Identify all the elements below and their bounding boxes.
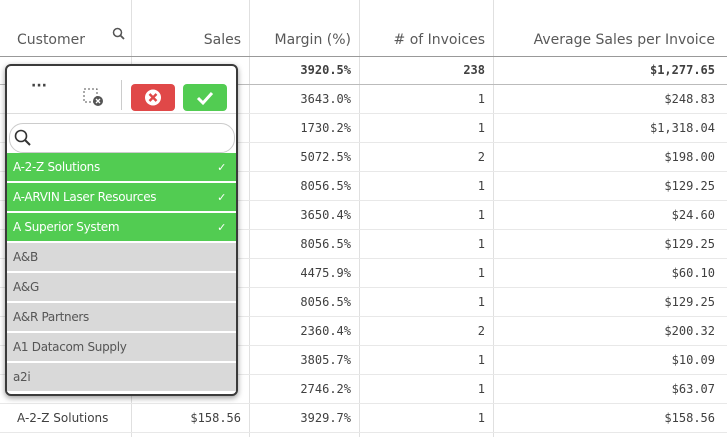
row-divider: [0, 432, 727, 433]
cell: $1,318.04: [649, 121, 715, 135]
column-header[interactable]: Customer: [17, 32, 86, 48]
total-margin: 3920.5%: [300, 63, 351, 77]
total-invoices: 238: [463, 63, 485, 77]
cell: 8056.5%: [300, 237, 351, 251]
list-item[interactable]: A-ARVIN Laser Resources ✓: [7, 183, 236, 212]
cell: 1: [477, 353, 485, 367]
cell: 2360.4%: [300, 324, 351, 338]
cell: 1: [477, 92, 485, 106]
cell: 1: [477, 121, 485, 135]
cancel-button[interactable]: [131, 84, 175, 111]
cell: 2746.2%: [300, 382, 351, 396]
list-item[interactable]: A1 Datacom Supply: [7, 333, 236, 362]
cell: $158.56: [190, 411, 241, 425]
cell: 3805.7%: [300, 353, 351, 367]
total-avg: $1,277.65: [649, 63, 715, 77]
cell: 2: [477, 150, 485, 164]
column-header[interactable]: Sales: [203, 32, 241, 48]
item-label: A&R Partners: [13, 310, 89, 324]
list-item[interactable]: A&R Partners: [7, 303, 236, 332]
cell: 4475.9%: [300, 266, 351, 280]
check-mark: ✓: [217, 161, 226, 174]
column-divider: [493, 0, 494, 437]
totals-divider: [0, 84, 727, 85]
selection-popover: ··· A-2-Z Solutions ✓ A-ARVIN Laser Resour…: [5, 64, 238, 396]
cell: 3650.4%: [300, 208, 351, 222]
column-header[interactable]: # of Invoices: [393, 32, 485, 48]
row-divider: [0, 345, 727, 346]
separator: [121, 80, 122, 110]
search-box[interactable]: [9, 123, 235, 153]
row-divider: [0, 113, 727, 114]
list-item[interactable]: A Superior System ✓: [7, 213, 236, 242]
cell: 1: [477, 237, 485, 251]
cell: 1730.2%: [300, 121, 351, 135]
value-list: A-2-Z Solutions ✓ A-ARVIN Laser Resources ✓…: [7, 153, 236, 394]
row-divider: [0, 258, 727, 259]
cell: A-2-Z Solutions: [17, 411, 109, 425]
cell: $60.10: [671, 266, 715, 280]
list-item[interactable]: A&G: [7, 273, 236, 302]
row-divider: [0, 316, 727, 317]
item-label: A-ARVIN Laser Resources: [13, 190, 157, 204]
header-divider: [0, 56, 727, 57]
cell: 1: [477, 295, 485, 309]
cell: 5072.5%: [300, 150, 351, 164]
item-label: A1 Datacom Supply: [13, 340, 127, 354]
clear-button[interactable]: [83, 88, 105, 108]
column-header[interactable]: Average Sales per Invoice: [533, 32, 715, 48]
cell: $198.00: [664, 150, 715, 164]
cell: 1: [477, 208, 485, 222]
cell: $158.56: [664, 411, 715, 425]
item-label: A Superior System: [13, 220, 120, 234]
item-label: a2i: [13, 370, 31, 384]
check-mark: ✓: [217, 221, 226, 234]
cell: $63.07: [671, 382, 715, 396]
row-divider: [0, 142, 727, 143]
cell: $24.60: [671, 208, 715, 222]
row-divider: [0, 171, 727, 172]
cell: $248.83: [664, 92, 715, 106]
cell: $129.25: [664, 295, 715, 309]
cell: 2: [477, 324, 485, 338]
cell: $200.32: [664, 324, 715, 338]
confirm-button[interactable]: [183, 84, 227, 111]
item-label: A-2-Z Solutions: [13, 160, 100, 174]
cell: $10.09: [671, 353, 715, 367]
cell: 1: [477, 411, 485, 425]
cell: 1: [477, 382, 485, 396]
item-label: A&G: [13, 280, 39, 294]
list-item[interactable]: A&B: [7, 243, 236, 272]
cell: 3929.7%: [300, 411, 351, 425]
column-divider: [249, 0, 250, 437]
column-header[interactable]: Margin (%): [274, 32, 352, 48]
list-item[interactable]: a2i: [7, 363, 236, 392]
check-mark: ✓: [217, 191, 226, 204]
row-divider: [0, 229, 727, 230]
row-divider: [0, 403, 727, 404]
cell: $129.25: [664, 237, 715, 251]
cell: 8056.5%: [300, 295, 351, 309]
cell: $129.25: [664, 179, 715, 193]
row-divider: [0, 287, 727, 288]
row-divider: [0, 374, 727, 375]
cell: 1: [477, 266, 485, 280]
cell: 1: [477, 179, 485, 193]
column-divider: [359, 0, 360, 437]
toolbar: ···: [7, 66, 236, 114]
list-item[interactable]: A-2-Z Solutions ✓: [7, 153, 236, 182]
more-button[interactable]: ···: [31, 78, 47, 94]
cell: 3643.0%: [300, 92, 351, 106]
search-icon[interactable]: [112, 27, 126, 41]
row-divider: [0, 200, 727, 201]
cell: 8056.5%: [300, 179, 351, 193]
item-label: A&B: [13, 250, 38, 264]
